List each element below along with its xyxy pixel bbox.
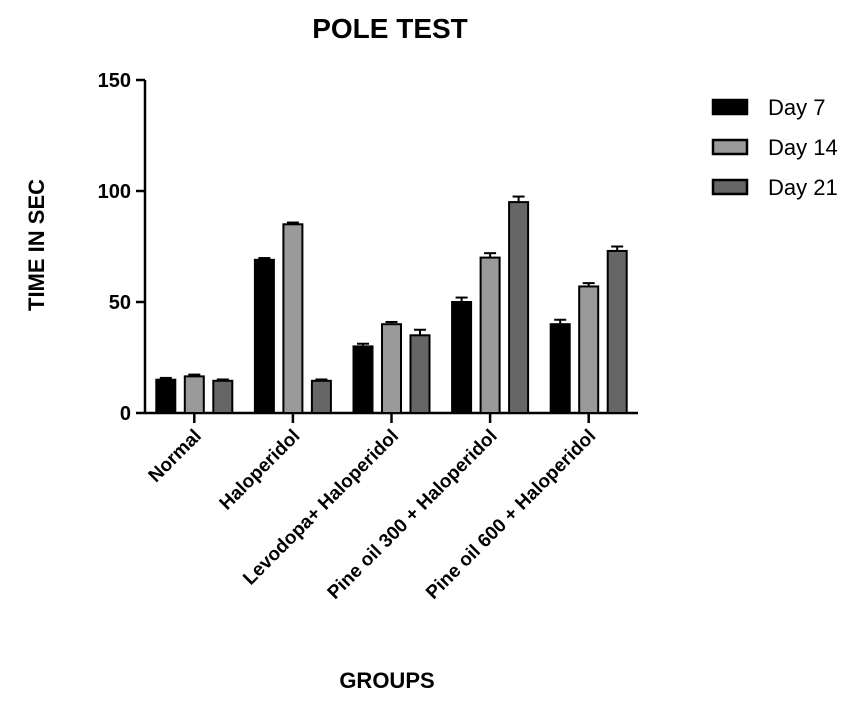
bar: [578, 285, 600, 414]
legend-swatch: [711, 178, 749, 196]
legend: Day 7 Day 14 Day 21: [711, 95, 838, 200]
bar: [549, 323, 571, 415]
bar-groups: [155, 195, 628, 415]
bar: [451, 301, 473, 414]
bar: [155, 378, 177, 415]
chart-title: POLE TEST: [312, 13, 468, 44]
bar: [212, 379, 234, 414]
bar: [310, 379, 332, 414]
bar: [409, 334, 431, 414]
bar: [381, 323, 402, 415]
y-tick-label: 100: [98, 181, 131, 203]
y-tick-label: 150: [98, 70, 131, 92]
y-tick-label: 0: [120, 403, 131, 425]
bar: [606, 249, 628, 414]
bar: [508, 201, 530, 414]
legend-label: Day 21: [768, 175, 838, 200]
x-tick-label: Pine oil 600 + Haloperidol: [422, 426, 600, 604]
bar: [352, 345, 374, 414]
bar: [253, 258, 275, 414]
legend-label: Day 7: [768, 95, 825, 120]
x-tick-label: Normal: [145, 426, 206, 487]
x-tick-label: Haloperidol: [216, 426, 305, 515]
legend-swatch: [711, 98, 749, 116]
x-tick-label: Pine oil 300 + Haloperidol: [324, 426, 502, 604]
bar: [282, 223, 304, 414]
legend-swatch: [711, 138, 749, 156]
y-axis: 0 50 100 150: [98, 70, 147, 425]
bar: [479, 256, 501, 414]
y-axis-label: TIME IN SEC: [24, 179, 49, 311]
bar: [183, 375, 205, 414]
x-axis-label: GROUPS: [339, 668, 434, 693]
legend-label: Day 14: [768, 135, 838, 160]
y-tick-label: 50: [109, 292, 131, 314]
